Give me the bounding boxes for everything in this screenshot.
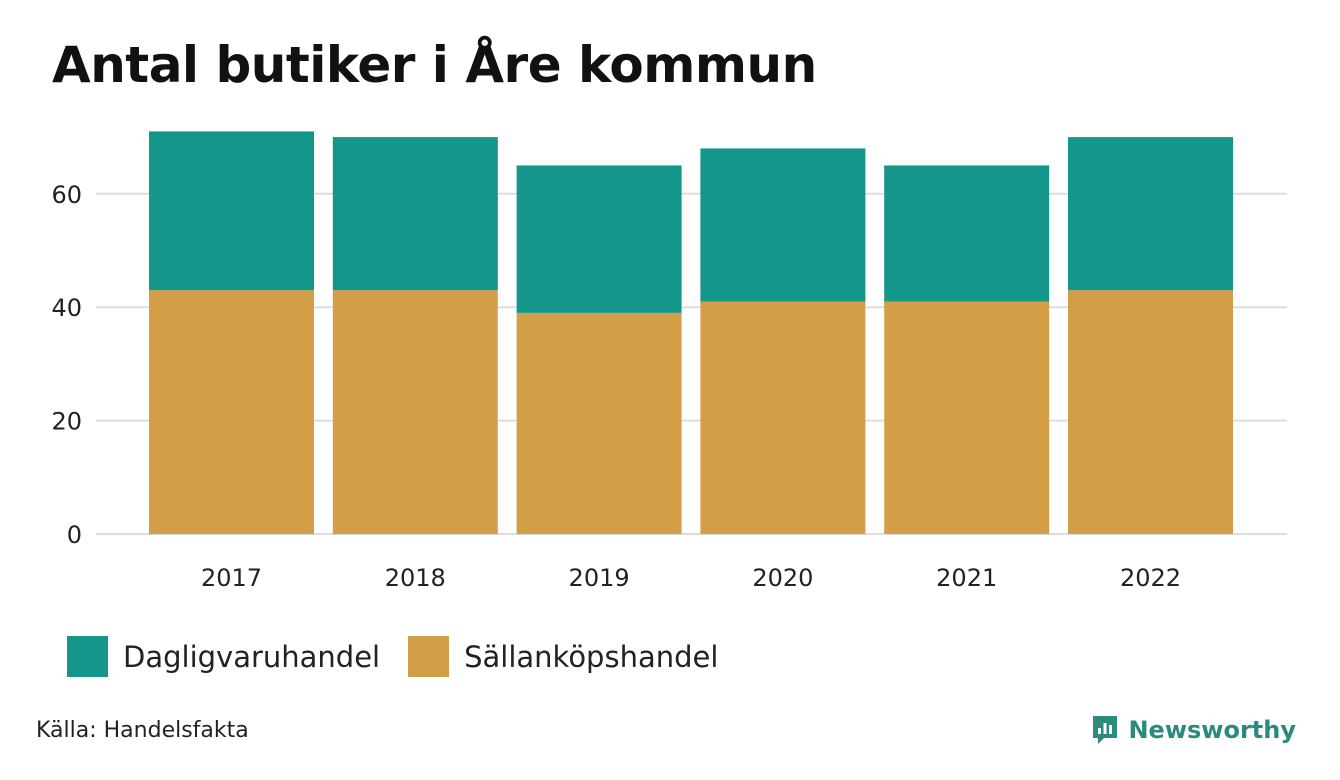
x-tick-label: 2017 [201,564,262,592]
bar-dagligvaruhandel-2021 [884,165,1050,302]
stacked-bar-chart: 0 20 40 60 2017 2018 2019 2020 2021 2022 [51,131,1287,592]
x-tick-label: 2022 [1120,564,1181,592]
y-tick-label: 0 [67,521,82,549]
x-tick-label: 2021 [936,564,997,592]
bar-sallankopshandel-2019 [516,312,682,534]
x-tick-label: 2019 [569,564,630,592]
chart-title: Antal butiker i Åre kommun [52,36,817,94]
bar-dagligvaruhandel-2018 [332,137,498,291]
legend-label-sallankopshandel: Sällanköpshandel [464,639,719,674]
bar-sallankopshandel-2020 [700,301,866,534]
bar-sallankopshandel-2018 [332,290,498,534]
brand-name: Newsworthy [1128,716,1296,744]
bar-sallankopshandel-2022 [1068,290,1233,534]
y-tick-label: 40 [51,294,82,322]
legend-item-sallankopshandel: Sällanköpshandel [408,636,718,677]
legend-label-dagligvaruhandel: Dagligvaruhandel [123,639,381,674]
bar-dagligvaruhandel-2022 [1068,137,1233,291]
legend-swatch-sallankopshandel [408,636,450,677]
y-axis-ticks: 0 20 40 60 [51,181,82,549]
bar-sallankopshandel-2021 [884,301,1050,534]
y-tick-label: 60 [51,181,82,209]
x-axis-ticks: 2017 2018 2019 2020 2021 2022 [201,564,1181,592]
legend: Dagligvaruhandel Sällanköpshandel [67,636,746,677]
bar-dagligvaruhandel-2019 [516,165,682,313]
bar-dagligvaruhandel-2020 [700,148,866,302]
brand[interactable]: Newsworthy [1090,713,1296,747]
bar-sallankopshandel-2017 [149,290,314,534]
y-tick-label: 20 [51,408,82,436]
newsworthy-logo-icon [1093,716,1118,744]
bar-dagligvaruhandel-2017 [149,131,314,291]
x-tick-label: 2020 [752,564,813,592]
bars [149,131,1233,534]
legend-swatch-dagligvaruhandel [67,636,108,677]
source-note: Källa: Handelsfakta [36,718,249,743]
x-tick-label: 2018 [385,564,446,592]
legend-item-dagligvaruhandel: Dagligvaruhandel [67,636,380,677]
